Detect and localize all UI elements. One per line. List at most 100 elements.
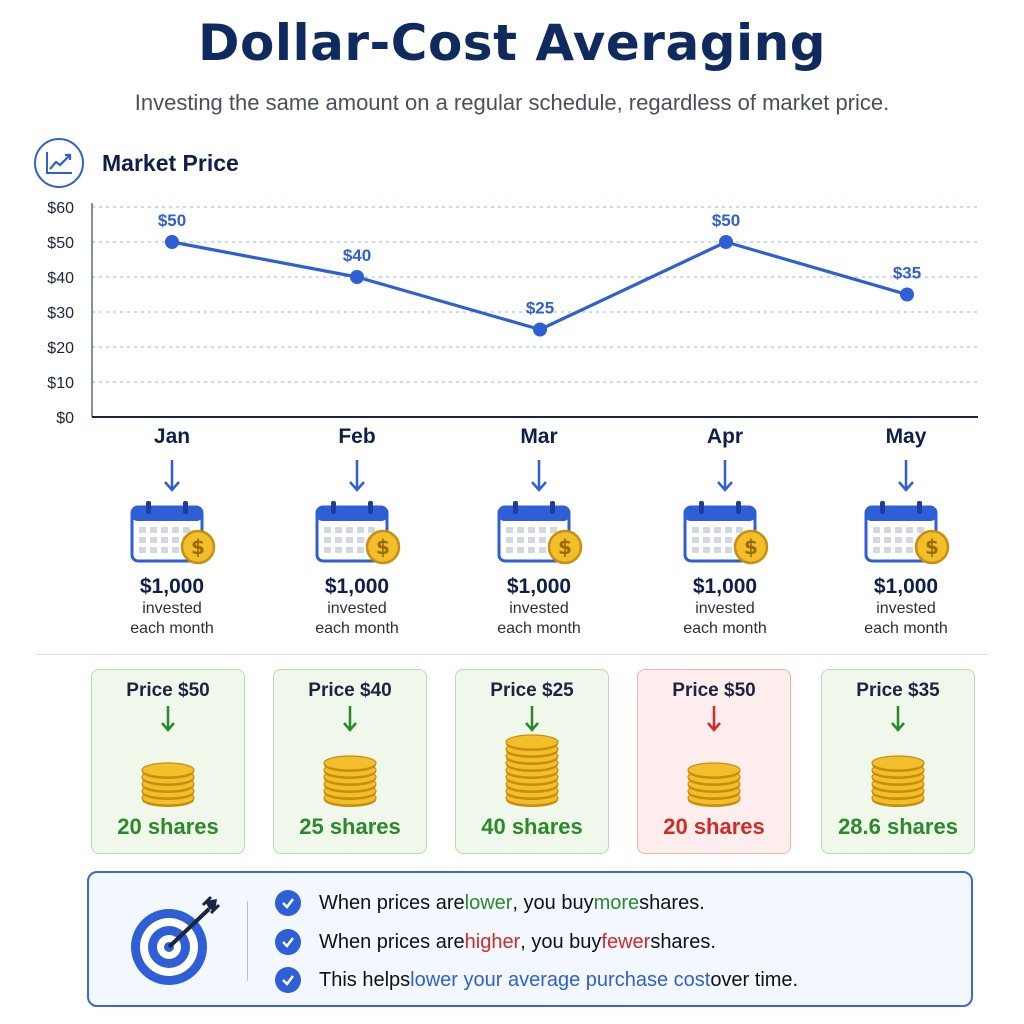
calendar-coin-icon: $ (826, 499, 986, 571)
arrow-down-icon (826, 453, 986, 499)
calendar-coin-icon: $ (459, 499, 619, 571)
investment-note: invested (695, 600, 755, 617)
calendar-coin-icon: $ (277, 499, 437, 571)
section-divider (36, 654, 988, 655)
investment-amount: $1,000 (139, 575, 205, 598)
y-tick-label: $40 (47, 270, 74, 287)
investment-note: each month (864, 620, 948, 637)
month-column-may: May $ $1,000 invested each month (826, 425, 986, 639)
y-tick-label: $50 (47, 235, 74, 252)
summary-text: , you buy (512, 891, 594, 914)
data-label: $25 (526, 299, 554, 318)
target-icon (131, 895, 221, 985)
svg-text:$: $ (558, 535, 572, 559)
svg-text:$: $ (376, 535, 390, 559)
summary-highlight: lower your average purchase cost (410, 968, 711, 991)
y-tick-label: $10 (47, 375, 74, 392)
month-column-apr: Apr $ $1,000 invested each month (645, 425, 805, 639)
shares-bought: 28.6 shares (838, 814, 958, 839)
purchase-card-may: Price $35 28.6 shares (821, 669, 975, 854)
arrow-down-icon (277, 453, 437, 499)
line-chart-icon (34, 138, 84, 188)
month-column-mar: Mar $ $1,000 invested each month (459, 425, 619, 639)
card-price: Price $50 (126, 680, 210, 701)
arrow-down-icon (645, 453, 805, 499)
summary-divider (247, 901, 248, 981)
investment-amount: $1,000 (324, 575, 390, 598)
y-tick-label: $60 (47, 200, 74, 217)
summary-text: , you buy (520, 930, 602, 953)
summary-text: When prices are (319, 891, 465, 914)
investment-note: each month (130, 620, 214, 637)
card-price: Price $35 (856, 680, 940, 701)
purchase-card-apr: Price $50 20 shares (637, 669, 791, 854)
summary-text: shares. (650, 930, 716, 953)
summary-highlight: higher (464, 930, 521, 953)
coin-stack-icon (92, 736, 244, 808)
check-icon (275, 890, 301, 916)
data-label: $40 (343, 246, 371, 265)
calendar-coin-icon: $ (645, 499, 805, 571)
summary-box: When prices are lower, you buy more shar… (87, 871, 973, 1007)
summary-text: shares. (639, 891, 705, 914)
chart-title: Market Price (102, 149, 239, 176)
y-tick-label: $30 (47, 305, 74, 322)
shares-bought: 20 shares (117, 814, 219, 839)
data-label: $35 (893, 264, 921, 283)
data-point (165, 235, 179, 249)
data-label: $50 (712, 211, 740, 230)
summary-highlight: lower (464, 891, 513, 914)
card-price: Price $25 (490, 680, 574, 701)
svg-text:$: $ (925, 535, 939, 559)
month-label: May (885, 425, 927, 448)
purchase-card-mar: Price $25 40 shares (455, 669, 609, 854)
shares-bought: 25 shares (299, 814, 401, 839)
svg-text:$: $ (191, 535, 205, 559)
investment-note: invested (876, 600, 936, 617)
investment-amount: $1,000 (692, 575, 758, 598)
summary-line-3: This helps lower your average purchase c… (275, 964, 798, 996)
month-label: Apr (706, 425, 744, 448)
market-price-chart: $0 $10 $20 $30 $40 $50 $60 $50 $40 $25 $50 $35 (47, 200, 978, 427)
card-price: Price $40 (308, 680, 392, 701)
data-point (350, 270, 364, 284)
data-label: $50 (158, 211, 186, 230)
svg-text:$: $ (744, 535, 758, 559)
arrow-down-icon (92, 453, 252, 499)
data-point (533, 322, 547, 337)
month-column-jan: Jan $ $1,000 invested each month (92, 425, 252, 639)
investment-amount: $1,000 (506, 575, 572, 598)
summary-text: When prices are (319, 930, 465, 953)
investment-note: invested (509, 600, 569, 617)
y-tick-label: $0 (56, 410, 74, 427)
summary-text: over time. (710, 968, 799, 991)
check-icon (275, 967, 301, 993)
month-label: Mar (520, 425, 558, 448)
page-title: Dollar-Cost Averaging (197, 14, 827, 72)
calendar-coin-icon: $ (92, 499, 252, 571)
data-point (900, 287, 914, 302)
month-label: Jan (153, 425, 191, 448)
coin-stack-icon (822, 736, 974, 808)
summary-highlight: fewer (601, 930, 651, 953)
purchase-card-feb: Price $40 25 shares (273, 669, 427, 854)
data-point (719, 235, 733, 249)
summary-text: This helps (319, 968, 411, 991)
y-tick-label: $20 (47, 340, 74, 357)
summary-line-1: When prices are lower, you buy more shar… (275, 887, 705, 919)
card-price: Price $50 (672, 680, 756, 701)
investment-note: invested (142, 600, 202, 617)
investment-note: each month (315, 620, 399, 637)
investment-note: each month (683, 620, 767, 637)
page-subtitle: Investing the same amount on a regular s… (134, 90, 890, 115)
coin-stack-icon (274, 736, 426, 808)
arrow-down-icon (274, 702, 426, 736)
arrow-down-icon (456, 702, 608, 736)
month-label: Feb (338, 425, 376, 448)
check-icon (275, 929, 301, 955)
arrow-down-icon (92, 702, 244, 736)
purchase-card-jan: Price $50 20 shares (91, 669, 245, 854)
shares-bought: 40 shares (481, 814, 583, 839)
arrow-down-icon (638, 702, 790, 736)
chart-header: Market Price (34, 138, 239, 188)
